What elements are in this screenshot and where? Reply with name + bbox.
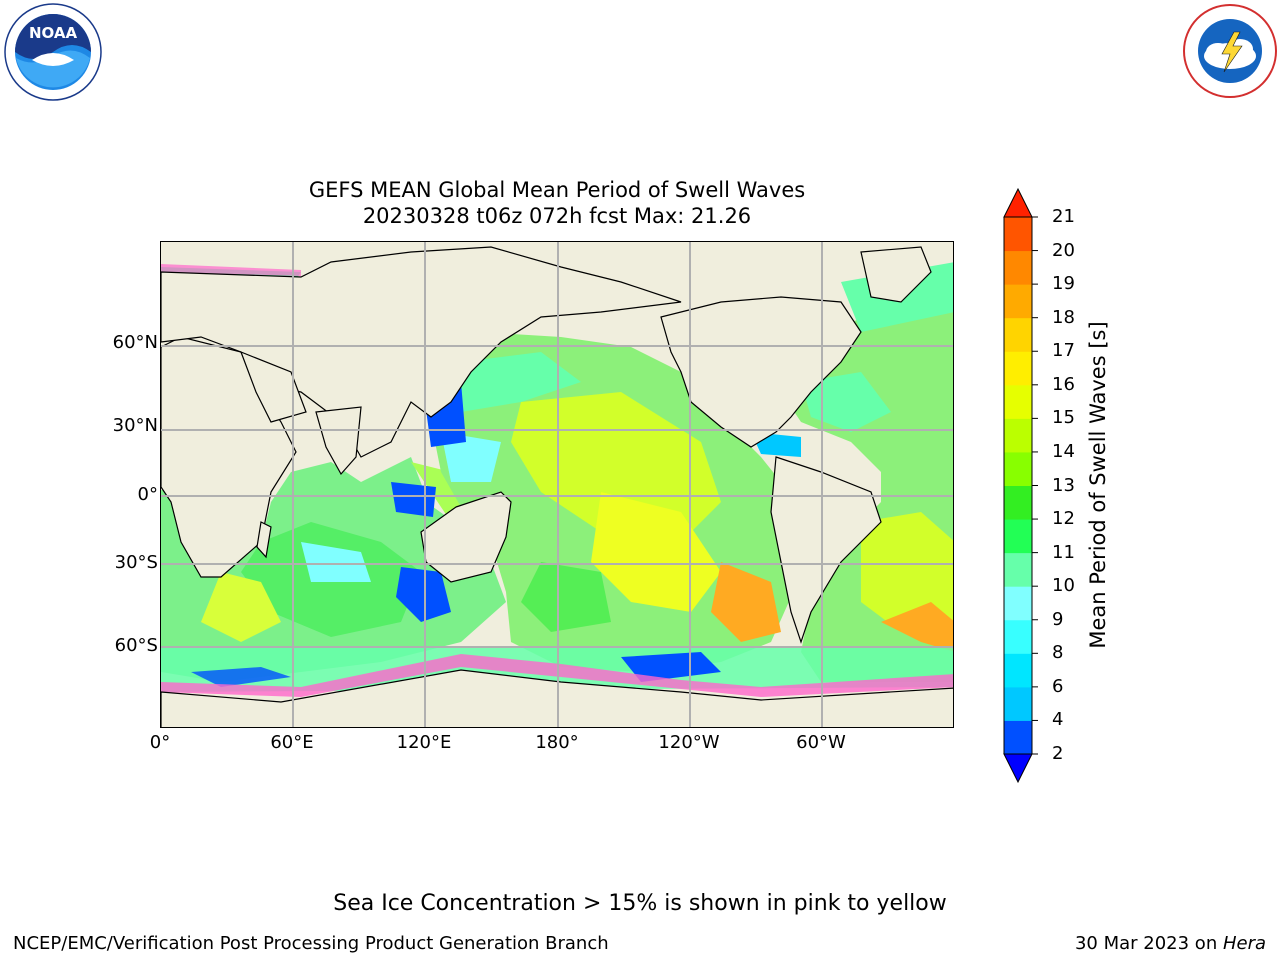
- noaa-logo-text: NOAA: [29, 24, 78, 42]
- colorbar-tick-label: 14: [1052, 440, 1075, 462]
- colorbar-band: [1004, 519, 1032, 554]
- colorbar-tick-label: 21: [1052, 206, 1075, 227]
- footer-organization: NCEP/EMC/Verification Post Processing Pr…: [13, 933, 609, 954]
- colorbar-title: Mean Period of Swell Waves [s]: [1086, 321, 1110, 649]
- colorbar-band: [1004, 552, 1032, 587]
- colorbar-band: [1004, 384, 1032, 419]
- chart-title: GEFS MEAN Global Mean Period of Swell Wa…: [308, 178, 806, 202]
- lat-tick-30s: 30°S: [114, 552, 158, 573]
- colorbar-tick-label: 8: [1052, 642, 1064, 664]
- lon-tick-60e: 60°E: [270, 732, 314, 753]
- lon-tick-0: 0°: [149, 732, 171, 753]
- lon-tick-180: 180°: [535, 732, 579, 753]
- lon-tick-120e: 120°E: [396, 732, 452, 753]
- colorbar-over-arrow: [1003, 187, 1033, 218]
- colorbar-band: [1004, 686, 1032, 721]
- footer-date: 30 Mar 2023 on Hera: [1075, 933, 1266, 954]
- lat-tick-0: 0°: [137, 484, 158, 505]
- map-gridlines: [161, 242, 953, 727]
- colorbar-tick-label: 6: [1052, 675, 1064, 697]
- colorbar-band: [1004, 250, 1032, 285]
- colorbar-tick-label: 18: [1052, 306, 1075, 328]
- colorbar-tick-label: 13: [1052, 474, 1075, 496]
- colorbar-tick-label: 17: [1052, 340, 1075, 362]
- colorbar-band: [1004, 619, 1032, 654]
- sea-ice-note: Sea Ice Concentration > 15% is shown in …: [333, 891, 947, 916]
- colorbar-tick-label: 9: [1052, 608, 1064, 630]
- colorbar-tick-label: 10: [1052, 575, 1075, 597]
- colorbar-under-arrow: [1003, 753, 1033, 784]
- colorbar-tick-label: 2: [1052, 743, 1064, 764]
- footer-date-text: 30 Mar 2023 on: [1074, 933, 1223, 954]
- colorbar-tick-label: 19: [1052, 273, 1075, 295]
- colorbar-band: [1004, 653, 1032, 688]
- colorbar-band: [1004, 317, 1032, 352]
- colorbar-band: [1004, 451, 1032, 486]
- colorbar-band: [1004, 284, 1032, 319]
- nws-logo: [1180, 2, 1280, 104]
- colorbar-band: [1004, 351, 1032, 386]
- colorbar-tick-label: 4: [1052, 709, 1064, 731]
- colorbar-band: [1004, 418, 1032, 453]
- lat-tick-60n: 60°N: [112, 332, 158, 353]
- colorbar-tick-label: 20: [1052, 239, 1075, 261]
- colorbar-band: [1004, 720, 1032, 755]
- noaa-logo: NOAA: [2, 2, 104, 106]
- lon-tick-60w: 60°W: [796, 732, 846, 753]
- world-map: [160, 241, 954, 728]
- colorbar-tick-label: 15: [1052, 407, 1075, 429]
- footer-machine: Hera: [1222, 933, 1266, 954]
- lat-tick-60s: 60°S: [114, 635, 158, 656]
- chart-subtitle: 20230328 t06z 072h fcst Max: 21.26: [362, 204, 752, 228]
- colorbar-tick-label: 11: [1052, 541, 1075, 563]
- colorbar: [1003, 187, 1038, 784]
- colorbar-band: [1004, 485, 1032, 520]
- colorbar-tick-label: 16: [1052, 373, 1075, 395]
- lon-tick-120w: 120°W: [658, 732, 720, 753]
- colorbar-tick-label: 12: [1052, 508, 1075, 530]
- lat-tick-30n: 30°N: [112, 415, 158, 436]
- colorbar-band: [1004, 217, 1032, 252]
- colorbar-band: [1004, 586, 1032, 621]
